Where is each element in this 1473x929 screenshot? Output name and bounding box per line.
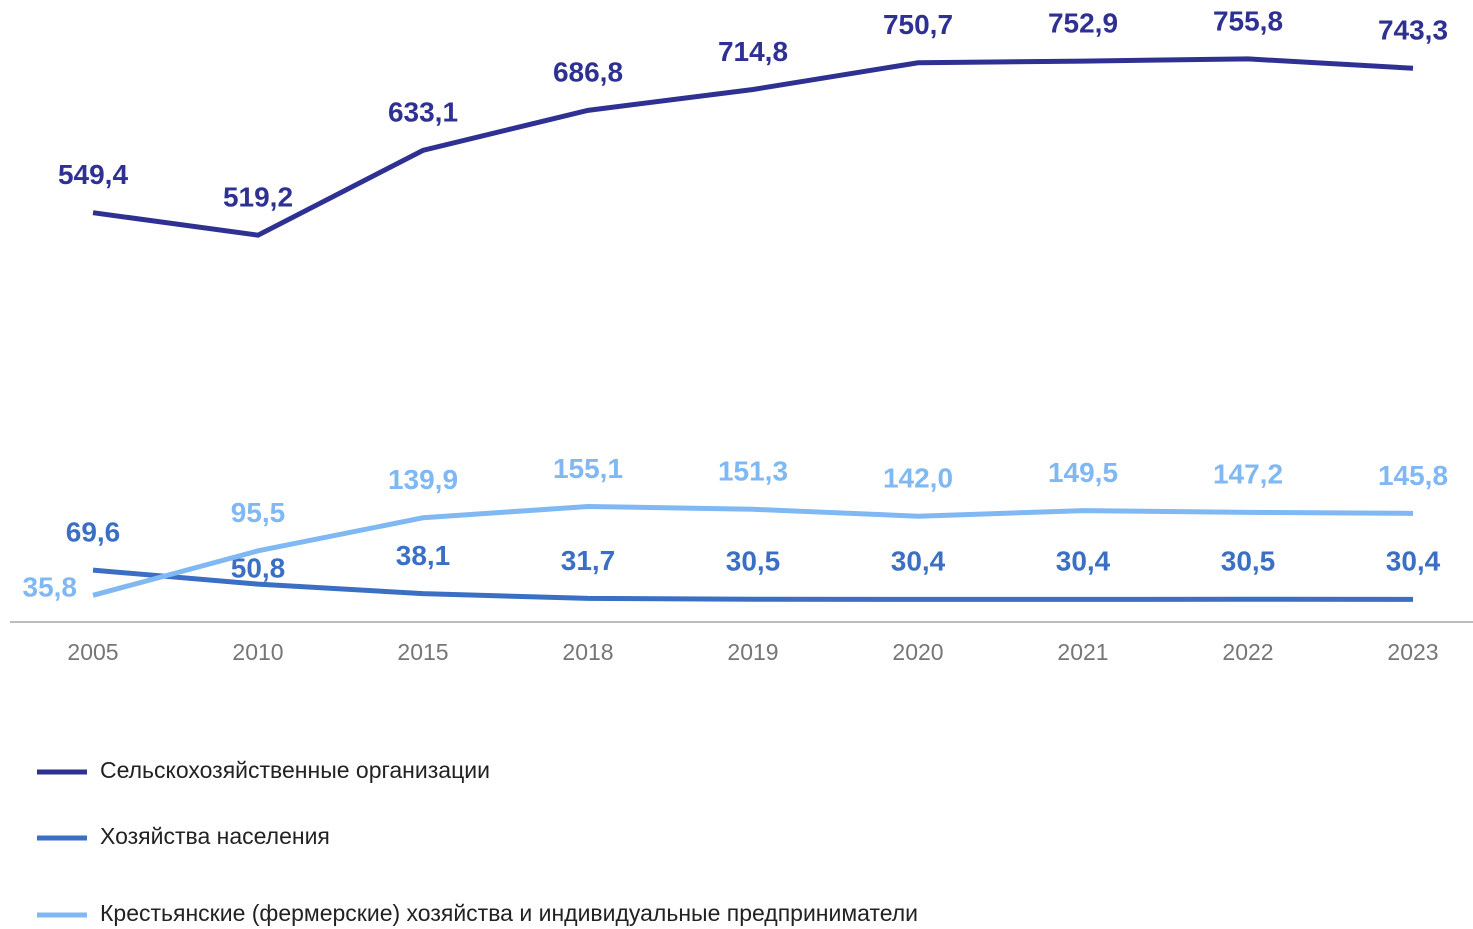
x-tick-label: 2020 (892, 639, 943, 665)
data-label: 686,8 (553, 57, 623, 88)
data-label: 743,3 (1378, 15, 1448, 46)
legend-label: Крестьянские (фермерские) хозяйства и ин… (100, 900, 918, 926)
x-tick-label: 2005 (67, 639, 118, 665)
data-label: 755,8 (1213, 5, 1283, 36)
data-label: 30,5 (1221, 546, 1276, 577)
data-label: 31,7 (561, 545, 616, 576)
x-tick-label: 2015 (397, 639, 448, 665)
data-label: 750,7 (883, 9, 953, 40)
data-label: 142,0 (883, 463, 953, 494)
data-label: 145,8 (1378, 460, 1448, 491)
data-label: 752,9 (1048, 7, 1118, 38)
legend-label: Хозяйства населения (100, 823, 330, 849)
data-label: 633,1 (388, 97, 458, 128)
data-label: 147,2 (1213, 459, 1283, 490)
data-label: 149,5 (1048, 457, 1118, 488)
x-tick-label: 2023 (1387, 639, 1438, 665)
data-label: 30,4 (1056, 546, 1111, 577)
x-tick-label: 2022 (1222, 639, 1273, 665)
data-label: 714,8 (718, 36, 788, 67)
series-line (92, 567, 1414, 602)
data-label: 151,3 (718, 456, 788, 487)
series-line (92, 56, 1414, 238)
data-label: 30,5 (726, 546, 781, 577)
data-label: 139,9 (388, 464, 458, 495)
data-label: 549,4 (58, 159, 128, 190)
data-label: 35,8 (23, 572, 78, 603)
data-label: 519,2 (223, 182, 293, 213)
data-label: 38,1 (396, 540, 451, 571)
data-label: 155,1 (553, 453, 623, 484)
legend-label: Сельскохозяйственные организации (100, 757, 490, 783)
x-tick-label: 2018 (562, 639, 613, 665)
data-label: 30,4 (891, 546, 946, 577)
x-tick-label: 2019 (727, 639, 778, 665)
x-tick-label: 2021 (1057, 639, 1108, 665)
x-tick-label: 2010 (232, 639, 283, 665)
series-line (92, 503, 1414, 598)
data-label: 95,5 (231, 497, 286, 528)
data-label: 69,6 (66, 517, 121, 548)
data-label: 30,4 (1386, 546, 1441, 577)
